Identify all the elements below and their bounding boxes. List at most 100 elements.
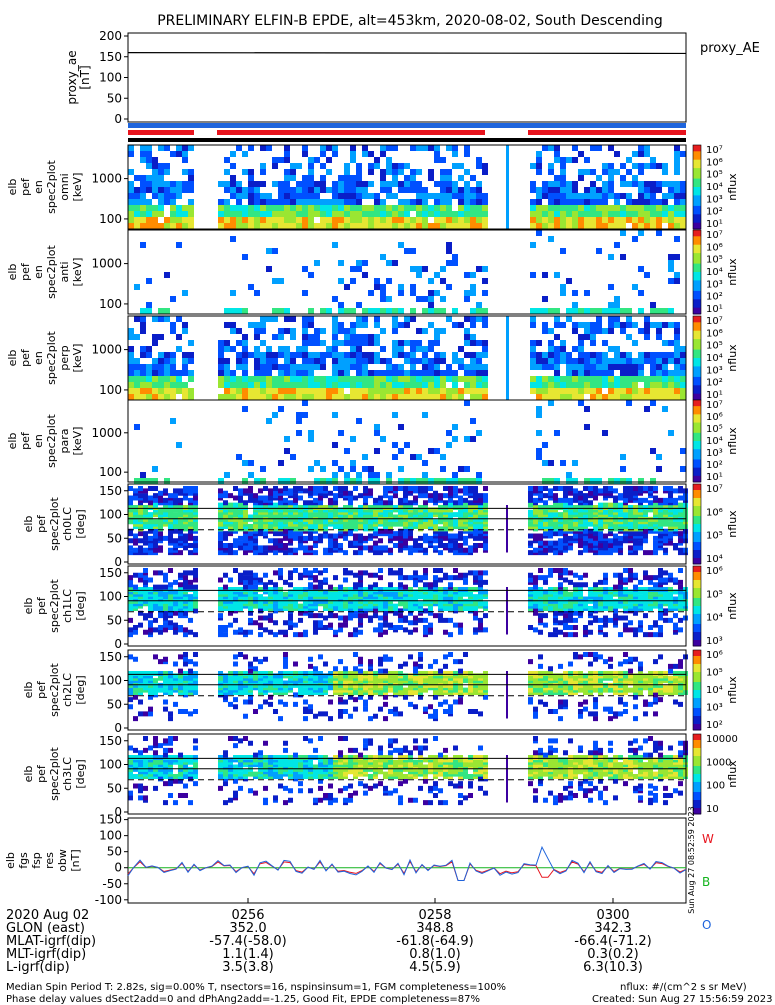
spec-cell bbox=[284, 346, 290, 352]
pa-cell bbox=[183, 627, 188, 632]
pa-cell bbox=[373, 613, 378, 618]
spec-cell bbox=[374, 448, 380, 454]
pa-cell bbox=[343, 486, 348, 491]
pa-cell bbox=[383, 510, 388, 515]
spec-cell bbox=[404, 478, 410, 484]
spec-cell bbox=[416, 376, 422, 382]
spec-cell bbox=[650, 181, 656, 187]
spec-cell bbox=[326, 157, 332, 163]
spec-cell bbox=[608, 370, 614, 376]
pa-cell bbox=[448, 575, 453, 580]
spec-cell bbox=[566, 199, 572, 205]
spec-cell bbox=[638, 328, 644, 334]
spec-cell bbox=[554, 199, 560, 205]
pa-cell bbox=[133, 505, 138, 510]
spec-cell bbox=[254, 193, 260, 199]
spec-cell bbox=[650, 322, 656, 328]
spec-cell bbox=[566, 181, 572, 187]
spec-cell bbox=[308, 388, 314, 394]
pa-cell bbox=[313, 585, 318, 590]
pa-cell bbox=[393, 587, 398, 592]
spec-cell bbox=[656, 230, 662, 236]
spec-cell bbox=[332, 328, 338, 334]
pa-cell bbox=[258, 623, 263, 628]
spec-cell bbox=[434, 308, 440, 314]
spec-cell bbox=[440, 217, 446, 223]
spec-cell bbox=[140, 151, 146, 157]
spec-cell bbox=[266, 211, 272, 217]
spec-cell bbox=[392, 163, 398, 169]
pa-cell bbox=[603, 534, 608, 539]
pa-cell bbox=[238, 606, 243, 611]
spec-cell bbox=[344, 472, 350, 478]
spec-cell bbox=[446, 242, 452, 248]
spec-cell bbox=[338, 382, 344, 388]
spec-cell bbox=[554, 376, 560, 382]
spec-cell bbox=[482, 223, 488, 229]
pa-cell bbox=[378, 505, 383, 510]
spec-ylabel: spec2plot bbox=[45, 245, 58, 299]
spec-cell bbox=[428, 394, 434, 400]
spec-cell bbox=[644, 211, 650, 217]
pa-cell bbox=[218, 630, 223, 635]
spec-cell bbox=[590, 187, 596, 193]
colorbar-tick-label: 10⁴ bbox=[706, 182, 723, 193]
spec-cell bbox=[278, 406, 284, 412]
pa-cell bbox=[358, 630, 363, 635]
spec-ytick-label: 1000 bbox=[91, 426, 122, 440]
spec-cell bbox=[266, 418, 272, 424]
pa-cell bbox=[318, 486, 323, 491]
spec-cell bbox=[440, 175, 446, 181]
pa-cell bbox=[263, 573, 268, 578]
spec-cell bbox=[656, 352, 662, 358]
spec-cell bbox=[278, 211, 284, 217]
spec-cell bbox=[452, 145, 458, 151]
spec-cell bbox=[452, 181, 458, 187]
spec-cell bbox=[350, 346, 356, 352]
spec-cell bbox=[242, 376, 248, 382]
pa-cell bbox=[418, 587, 423, 592]
spec-cell bbox=[188, 223, 194, 229]
spec-cell bbox=[656, 187, 662, 193]
spec-cell bbox=[272, 217, 278, 223]
spec-cell bbox=[632, 284, 638, 290]
spec-ylabel: en bbox=[32, 434, 45, 448]
pa-cell bbox=[528, 625, 533, 630]
spec-cell bbox=[356, 211, 362, 217]
spec-cell bbox=[452, 217, 458, 223]
spec-cell bbox=[224, 358, 230, 364]
spec-cell bbox=[128, 358, 134, 364]
spec-cell bbox=[248, 460, 254, 466]
pa-cell bbox=[393, 493, 398, 498]
pa-cell bbox=[613, 534, 618, 539]
spec-cell bbox=[632, 388, 638, 394]
spec-cell bbox=[134, 211, 140, 217]
spec-cell bbox=[164, 370, 170, 376]
spec-cell bbox=[146, 163, 152, 169]
spec-cell bbox=[674, 364, 680, 370]
spec-cell bbox=[572, 358, 578, 364]
spec-cell bbox=[590, 308, 596, 314]
spec-cell bbox=[308, 157, 314, 163]
spec-cell bbox=[410, 181, 416, 187]
spec-cell bbox=[674, 328, 680, 334]
pa-cell bbox=[303, 599, 308, 604]
pa-cell bbox=[428, 498, 433, 503]
colorbar-tick-label: 10⁷ bbox=[706, 230, 723, 241]
spec-cell bbox=[374, 478, 380, 484]
spec-cell bbox=[638, 145, 644, 151]
spec-cell bbox=[278, 157, 284, 163]
spec-cell bbox=[362, 187, 368, 193]
spec-cell bbox=[614, 364, 620, 370]
pa-cell bbox=[183, 496, 188, 501]
spec-cell bbox=[608, 193, 614, 199]
spec-cell bbox=[386, 394, 392, 400]
pa-cell bbox=[163, 488, 168, 493]
spec-cell bbox=[356, 175, 362, 181]
spec-cell bbox=[128, 334, 134, 340]
spec-cell bbox=[572, 308, 578, 314]
pa-cell bbox=[348, 491, 353, 496]
spec-cell bbox=[554, 430, 560, 436]
pa-ytick-label: 50 bbox=[107, 531, 122, 545]
spec-cell bbox=[548, 388, 554, 394]
